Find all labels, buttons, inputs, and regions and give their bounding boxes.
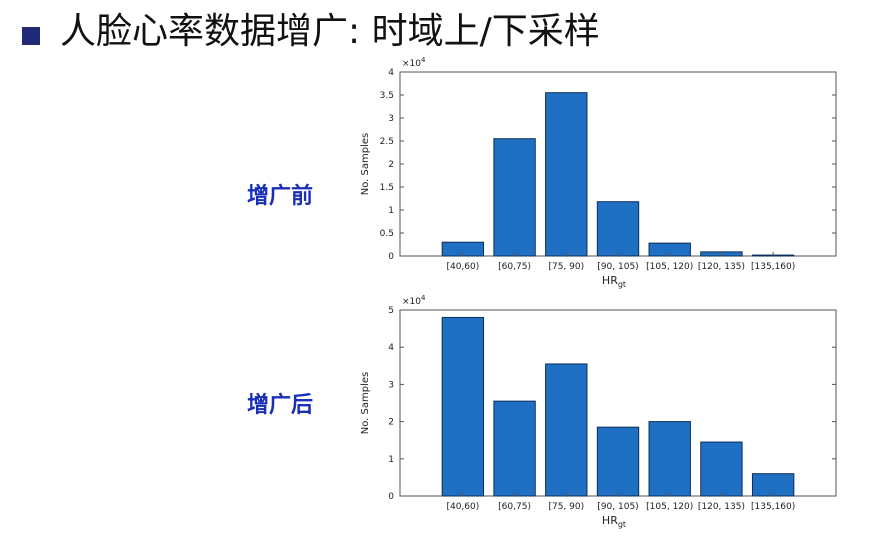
y-tick-label: 3.5: [380, 91, 394, 101]
x-tick-label: [75, 90): [548, 502, 584, 512]
y-tick-label: 0.5: [380, 229, 394, 239]
label-after-augmentation: 增广后: [247, 392, 314, 418]
y-axis-label: No. Samples: [360, 133, 371, 196]
y-tick-label: 2: [388, 418, 394, 428]
slide-title: 人脸心率数据增广: 时域上/下采样: [60, 11, 600, 52]
x-tick-label: [105, 120): [646, 262, 693, 272]
bar-1: [493, 400, 536, 497]
y-tick-label: 3: [388, 114, 394, 124]
x-axis-label-subscript: gt: [618, 520, 626, 529]
y-tick-label: 4: [388, 343, 394, 353]
x-axis-label: HRgt: [602, 514, 626, 529]
y-tick-label: 1: [388, 206, 394, 216]
x-tick-label: [135,160): [751, 502, 795, 512]
y-tick-label: 2: [388, 160, 394, 170]
x-tick-label: [60,75): [498, 502, 531, 512]
x-tick-label: [40,60): [446, 262, 479, 272]
y-tick-label: 1: [388, 455, 394, 465]
bar-0: [441, 316, 485, 497]
label-before-augmentation: 增广前: [247, 183, 314, 209]
x-tick-label: [40,60): [446, 502, 479, 512]
bar-2: [545, 363, 588, 497]
bar-3: [596, 426, 640, 497]
x-tick-label: [90, 105): [597, 502, 638, 512]
x-tick-label: [135,160): [751, 262, 795, 272]
y-tick-label: 5: [388, 306, 394, 316]
y-tick-label: 2.5: [380, 137, 394, 147]
title-bullet: [22, 27, 40, 45]
y-tick-label: 4: [388, 68, 394, 78]
bar-5: [700, 441, 743, 497]
bar-2: [545, 92, 588, 257]
y-axis-label: No. Samples: [360, 372, 371, 435]
x-tick-label: [75, 90): [548, 262, 584, 272]
y-scale-exponent: 4: [421, 56, 426, 64]
y-scale-label: ×104: [402, 56, 426, 69]
y-tick-label: 0: [388, 492, 394, 502]
bar-1: [493, 138, 536, 257]
y-tick-label: 3: [388, 380, 394, 390]
x-tick-label: [120, 135): [698, 502, 745, 512]
bar-4: [648, 421, 691, 497]
bar-3: [596, 201, 640, 257]
x-axis-label-subscript: gt: [618, 280, 626, 289]
x-tick-label: [60,75): [498, 262, 531, 272]
x-tick-label: [120, 135): [698, 262, 745, 272]
y-scale-exponent: 4: [421, 294, 426, 302]
x-tick-label: [105, 120): [646, 502, 693, 512]
y-tick-label: 0: [388, 252, 394, 262]
y-tick-label: 1.5: [380, 183, 394, 193]
y-scale-label: ×104: [402, 294, 426, 307]
x-tick-label: [90, 105): [597, 262, 638, 272]
